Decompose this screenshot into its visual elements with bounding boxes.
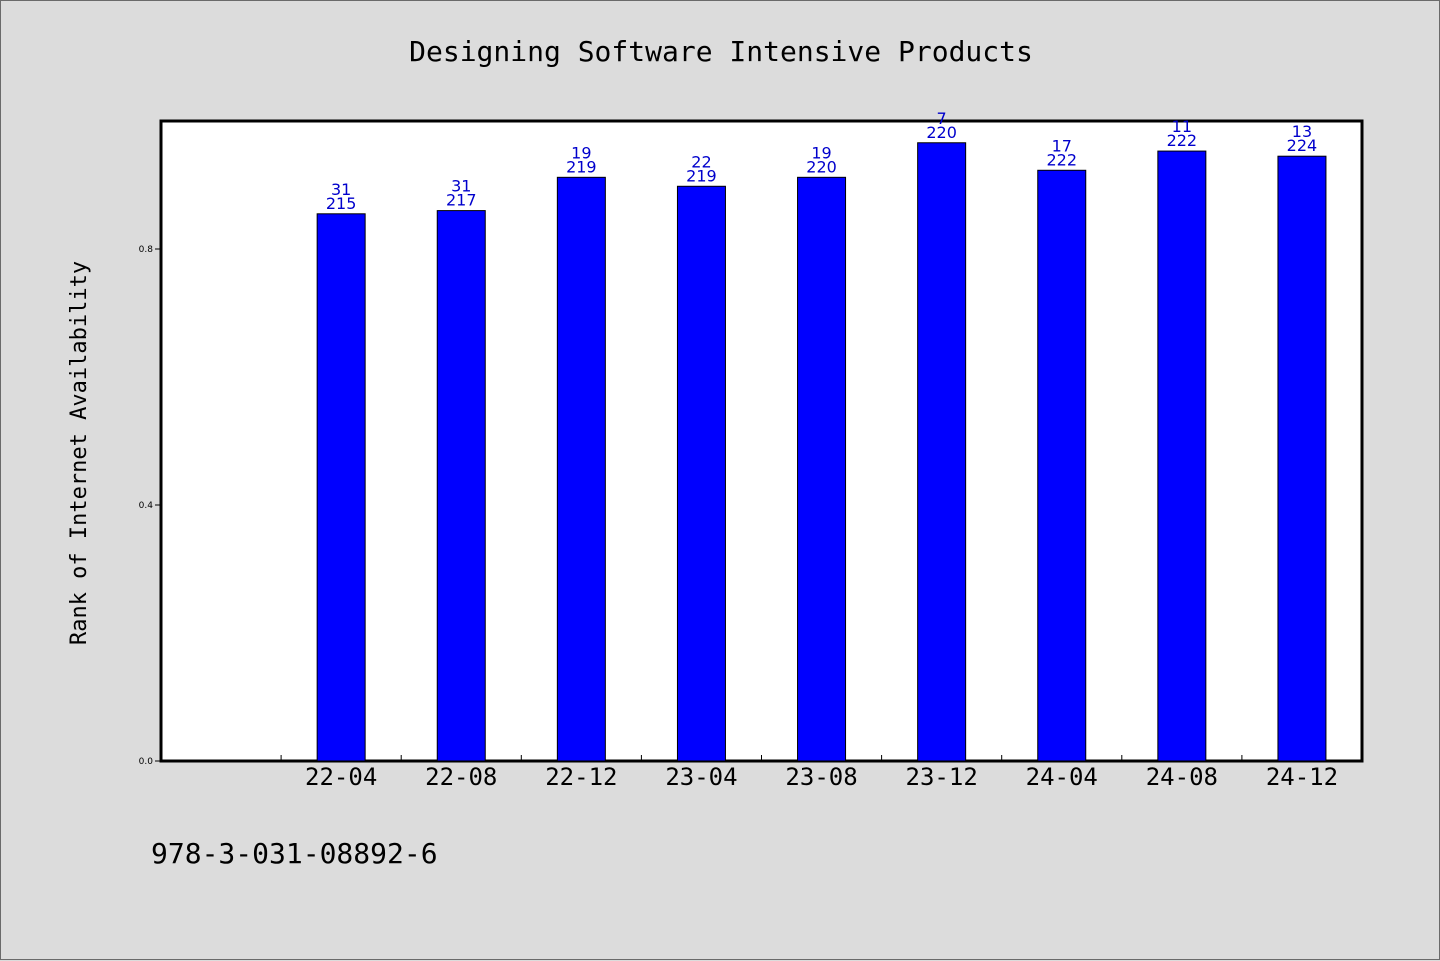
x-tick-label: 22-12	[545, 763, 617, 791]
bar	[1277, 155, 1327, 762]
x-tick-label: 23-08	[785, 763, 857, 791]
x-tick-label: 22-04	[305, 763, 377, 791]
bar-label-top: 7	[937, 109, 947, 128]
bar-label-bottom: 222	[1046, 150, 1077, 169]
bar-label-bottom: 219	[566, 157, 597, 176]
bar-label-bottom: 224	[1287, 136, 1318, 155]
bar	[316, 213, 366, 762]
x-tick-label: 23-12	[906, 763, 978, 791]
bar-label-bottom: 220	[926, 123, 957, 142]
bar-label-top: 13	[1292, 122, 1312, 141]
bar-label-top: 31	[451, 177, 471, 196]
x-tick-label: 24-12	[1266, 763, 1338, 791]
bar-label-top: 19	[571, 143, 591, 162]
bar-label-top: 22	[691, 152, 711, 171]
y-tick-label: 0.4	[139, 501, 154, 511]
bar	[797, 176, 847, 762]
bar-label-top: 17	[1052, 136, 1072, 155]
bar	[556, 176, 606, 762]
bar-label-top: 19	[811, 143, 831, 162]
bar-label-bottom: 217	[446, 191, 477, 210]
bar-label-bottom: 215	[326, 194, 357, 213]
bar	[1037, 169, 1087, 762]
y-tick-label: 0.0	[139, 757, 154, 767]
bar	[676, 185, 726, 762]
bar-label-top: 31	[331, 180, 351, 199]
x-tick-label: 23-04	[665, 763, 737, 791]
bar	[1157, 150, 1207, 762]
x-tick-label: 24-08	[1146, 763, 1218, 791]
x-tick-label: 24-04	[1026, 763, 1098, 791]
bar-label-top: 11	[1172, 117, 1192, 136]
footer-isbn: 978-3-031-08892-6	[151, 837, 438, 870]
y-tick-label: 0.8	[139, 245, 154, 255]
axes-layer: 0.0 0.4 0.8 22-04 22-08 22-12 23-04 23-08 23-12 2…	[139, 245, 1338, 791]
bar-label-bottom: 222	[1167, 131, 1198, 150]
bar	[917, 142, 967, 762]
bar-label-bottom: 220	[806, 157, 837, 176]
bar	[436, 210, 486, 762]
x-tick-label: 22-08	[425, 763, 497, 791]
bar-label-bottom: 219	[686, 166, 717, 185]
chart-title: Designing Software Intensive Products	[409, 35, 1033, 68]
y-axis-label: Rank of Internet Availability	[67, 261, 92, 645]
